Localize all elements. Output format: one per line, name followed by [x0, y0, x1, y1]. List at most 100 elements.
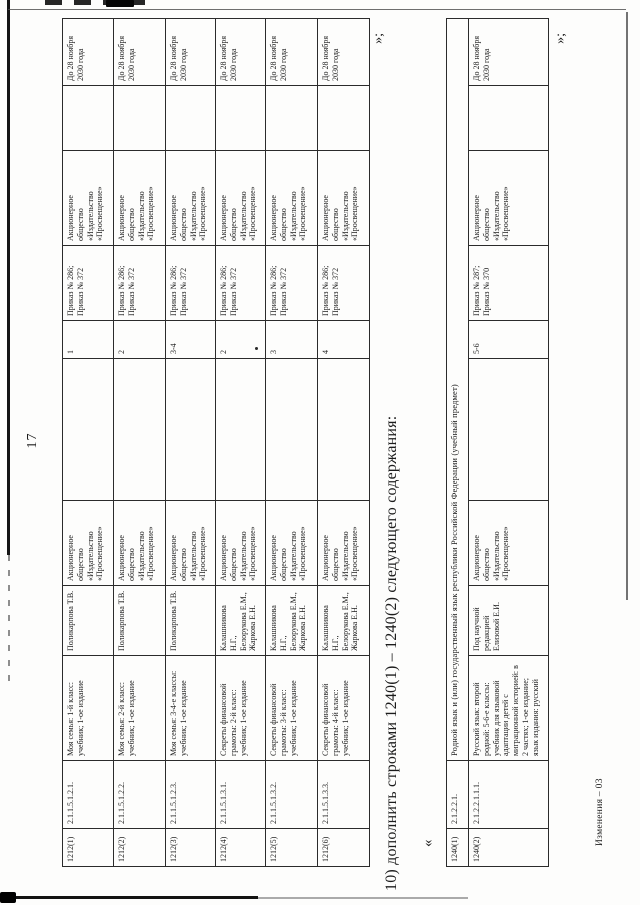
cell-title: Секреты финансовой грамоты: 2-й класс: у… — [215, 655, 266, 761]
cell-id: 1212(1) — [62, 828, 114, 867]
cell-orders: Приказ № 286; Приказ № 372 — [215, 245, 266, 321]
cell-rights-holder: Акционерное общество «Издательство «Прос… — [317, 150, 370, 246]
cell-publisher: Акционерное общество «Издательство «Прос… — [113, 500, 166, 586]
cell-publisher: Акционерное общество «Издательство «Прос… — [215, 500, 266, 586]
cell-blank — [215, 85, 266, 151]
table-row: 1212(1) 2.1.1.5.1.2.1. Моя семья: 1-й кл… — [62, 18, 114, 867]
cell-blank — [265, 85, 318, 151]
scan-edge-top-dashes — [45, 0, 145, 5]
textbook-table-1212: 1212(1) 2.1.1.5.1.2.1. Моя семья: 1-й кл… — [62, 18, 370, 867]
cell-title: Секреты финансовой грамоты: 3-й класс: у… — [265, 655, 318, 761]
page-number: 17 — [25, 432, 40, 449]
cell-id: 1212(6) — [317, 828, 370, 867]
scan-edge-bottom — [0, 896, 258, 899]
cell-blank — [113, 358, 166, 501]
cell-valid-until: До 28 ноября 2030 года — [468, 18, 549, 86]
cell-code: 2.1.1.5.1.3.2. — [265, 760, 318, 829]
cell-orders: Приказ № 287; Приказ № 370 — [468, 245, 549, 321]
cell-code: 2.1.1.5.1.2.3. — [165, 760, 216, 829]
cell-rights-holder: Акционерное общество «Издательство «Прос… — [265, 150, 318, 246]
cell-rights-holder: Акционерное общество «Издательство «Прос… — [215, 150, 266, 246]
cell-publisher: Акционерное общество «Издательство «Прос… — [265, 500, 318, 586]
cell-code: 2.1.1.5.1.2.1. — [62, 760, 114, 829]
cell-blank — [165, 85, 216, 151]
cell-grades: 2 — [215, 320, 266, 359]
cell-authors: Поликарпова Т.В. — [62, 585, 114, 656]
scan-edge-bottom-blob — [0, 892, 16, 903]
changes-stamp: Изменения – 03 — [595, 778, 605, 846]
closing-quote-mark: »; — [553, 33, 568, 44]
cell-grades: 2 — [113, 320, 166, 359]
cell-authors: Под научной редакцией Елизовой Е.И. — [468, 585, 549, 656]
cell-code: 2.1.2.2.1. — [446, 760, 469, 829]
cell-valid-until: До 28 ноября 2030 года — [165, 18, 216, 86]
cell-code: 2.1.2.2.1.1.1. — [468, 760, 549, 829]
scan-edge-left-dashes — [8, 555, 10, 685]
cell-blank — [265, 358, 318, 501]
cell-grades: 1 — [62, 320, 114, 359]
cell-rights-holder: Акционерное общество «Издательство «Прос… — [468, 150, 549, 246]
cell-blank — [62, 85, 114, 151]
scan-edge-top — [8, 9, 626, 10]
cell-id: 1212(4) — [215, 828, 266, 867]
cell-code: 2.1.1.5.1.2.2. — [113, 760, 166, 829]
cell-orders: Приказ № 286; Приказ № 372 — [165, 245, 216, 321]
cell-blank — [468, 85, 549, 151]
scan-edge-right — [626, 12, 628, 600]
cell-valid-until: До 28 ноября 2030 года — [113, 18, 166, 86]
cell-publisher: Акционерное общество «Издательство «Прос… — [165, 500, 216, 586]
cell-publisher: Акционерное общество «Издательство «Прос… — [468, 500, 549, 586]
cell-valid-until: До 28 ноября 2030 года — [317, 18, 370, 86]
cell-title: Моя семья: 2-й класс: учебник; 1-ое изда… — [113, 655, 166, 761]
cell-grades: 4 — [317, 320, 370, 359]
table-row: 1240(2) 2.1.2.2.1.1.1. Русский язык: вто… — [468, 18, 549, 867]
cell-grades: 3 — [265, 320, 318, 359]
ink-dot-artifact — [255, 347, 258, 350]
cell-orders: Приказ № 286; Приказ № 372 — [113, 245, 166, 321]
cell-title: Секреты финансовой грамоты: 4-й класс: у… — [317, 655, 370, 761]
cell-grades: 3-4 — [165, 320, 216, 359]
table-row: 1212(3) 2.1.1.5.1.2.3. Моя семья: 3-4-е … — [165, 18, 216, 867]
cell-id: 1212(3) — [165, 828, 216, 867]
section-header-row: 1240(1) 2.1.2.2.1. Родной язык и (или) г… — [446, 18, 469, 867]
scan-edge-left — [7, 0, 10, 555]
cell-authors: Поликарпова Т.В. — [113, 585, 166, 656]
cell-blank — [215, 358, 266, 501]
textbook-table-1240: 1240(1) 2.1.2.2.1. Родной язык и (или) г… — [446, 17, 549, 867]
cell-title: Русский язык: второй родной: 5-6-е класс… — [468, 655, 549, 761]
cell-rights-holder: Акционерное общество «Издательство «Прос… — [113, 150, 166, 246]
cell-blank — [317, 358, 370, 501]
amendment-clause-text: 10) дополнить строками 1240(1) – 1240(2)… — [383, 415, 400, 891]
opening-quote-mark: « — [420, 839, 436, 848]
cell-code: 2.1.1.5.1.3.1. — [215, 760, 266, 829]
cell-authors: Калашникова Н.Г., Белорукова Е.М., Жарко… — [265, 585, 318, 656]
cell-rights-holder: Акционерное общество «Издательство «Прос… — [165, 150, 216, 246]
closing-quote-mark: »; — [371, 33, 386, 44]
cell-id: 1240(1) — [446, 828, 469, 867]
cell-code: 2.1.1.5.1.3.3. — [317, 760, 370, 829]
cell-authors: Калашникова Н.Г., Белорукова Е.М., Жарко… — [215, 585, 266, 656]
cell-publisher: Акционерное общество «Издательство «Прос… — [317, 500, 370, 586]
cell-id: 1212(5) — [265, 828, 318, 867]
cell-id: 1240(2) — [468, 828, 549, 867]
cell-authors: Поликарпова Т.В. — [165, 585, 216, 656]
cell-valid-until: До 28 ноября 2030 года — [62, 18, 114, 86]
cell-valid-until: До 28 ноября 2030 года — [265, 18, 318, 86]
cell-grades: 5-6 — [468, 320, 549, 359]
cell-blank — [468, 358, 549, 501]
scan-edge-top-blob — [106, 0, 134, 7]
scan-edge-bottom-faint — [258, 897, 468, 899]
cell-publisher: Акционерное общество «Издательство «Прос… — [62, 500, 114, 586]
cell-orders: Приказ № 286; Приказ № 372 — [62, 245, 114, 321]
cell-title: Моя семья: 3-4-е классы: учебник; 1-ое и… — [165, 655, 216, 761]
table-row: 1212(2) 2.1.1.5.1.2.2. Моя семья: 2-й кл… — [113, 18, 166, 867]
cell-authors: Калашникова Н.Г., Белорукова Е.М., Жарко… — [317, 585, 370, 656]
cell-blank — [62, 358, 114, 501]
cell-valid-until: До 28 ноября 2030 года — [215, 18, 266, 86]
cell-id: 1212(2) — [113, 828, 166, 867]
cell-orders: Приказ № 286; Приказ № 372 — [317, 245, 370, 321]
cell-title: Моя семья: 1-й класс: учебник; 1-ое изда… — [62, 655, 114, 761]
cell-blank — [317, 85, 370, 151]
table-row: 1212(5) 2.1.1.5.1.3.2. Секреты финансово… — [265, 18, 318, 867]
